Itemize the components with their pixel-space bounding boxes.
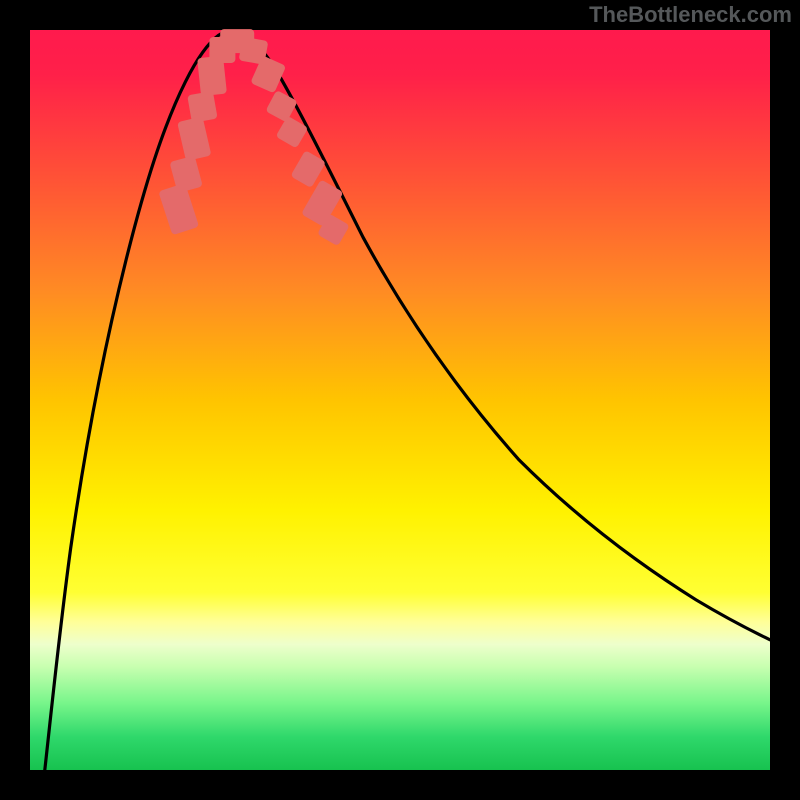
curve-marker <box>187 91 217 123</box>
chart-stage: TheBottleneck.com <box>0 0 800 800</box>
bottleneck-plot <box>0 0 800 800</box>
watermark-text: TheBottleneck.com <box>589 2 792 28</box>
plot-background <box>30 30 770 770</box>
